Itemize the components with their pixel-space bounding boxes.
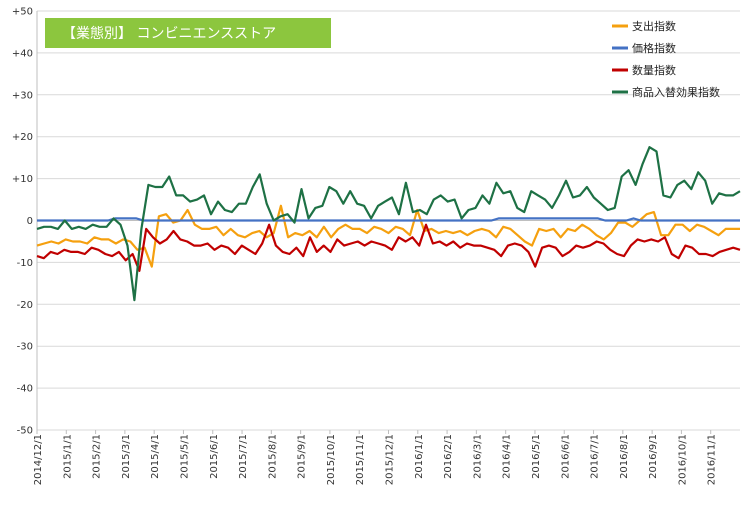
y-tick-label: +30 — [12, 90, 33, 101]
y-tick-label: -10 — [17, 258, 33, 269]
x-tick-label: 2015/11/1 — [355, 434, 366, 485]
x-tick-label: 2016/10/1 — [677, 434, 688, 485]
y-tick-label: 0 — [27, 216, 33, 227]
x-tick-label: 2015/5/1 — [179, 434, 190, 479]
legend-label: 支出指数 — [632, 19, 676, 33]
x-axis: 2014/12/1 2015/1/1 2015/2/1 2015/3/1 2015/4/… — [33, 430, 718, 485]
x-tick-label: 2016/6/1 — [560, 434, 571, 479]
x-tick-label: 2015/4/1 — [150, 434, 161, 479]
x-tick-label: 2015/1/1 — [62, 434, 73, 479]
x-tick-label: 2015/3/1 — [121, 434, 132, 479]
x-tick-label: 2015/6/1 — [209, 434, 220, 479]
chart-title: 【業態別】 コンビニエンスストア — [45, 18, 331, 48]
series-line-2 — [36, 223, 741, 272]
series-line-0 — [36, 204, 740, 268]
legend-label: 価格指数 — [632, 41, 676, 55]
y-tick-label: -30 — [17, 342, 33, 353]
x-tick-label: 2016/2/1 — [443, 434, 454, 479]
chart-title-text: 【業態別】 コンビニエンスストア — [62, 26, 276, 42]
x-tick-label: 2016/11/1 — [707, 434, 718, 485]
x-tick-label: 2015/8/1 — [267, 434, 278, 479]
legend-label: 商品入替効果指数 — [632, 85, 720, 99]
y-tick-label: +20 — [12, 132, 33, 143]
x-tick-label: 2015/7/1 — [238, 434, 249, 479]
x-tick-label: 2016/8/1 — [619, 434, 630, 479]
x-tick-label: 2015/12/1 — [385, 434, 396, 485]
y-axis: +50 +40 +30 +20 +10 0 -10 -20 -30 -40 -50 — [12, 7, 33, 437]
y-tick-label: +10 — [12, 174, 33, 185]
y-tick-label: -40 — [17, 384, 33, 395]
x-tick-label: 2016/3/1 — [472, 434, 483, 479]
x-tick-label: 2016/7/1 — [590, 434, 601, 479]
series-line-1 — [37, 217, 740, 222]
y-tick-label: -20 — [17, 300, 33, 311]
x-tick-label: 2015/10/1 — [326, 434, 337, 485]
legend-label: 数量指数 — [632, 63, 676, 77]
x-tick-label: 2016/5/1 — [531, 434, 542, 479]
x-tick-label: 2015/2/1 — [92, 434, 103, 479]
series-line-3 — [36, 146, 741, 302]
x-tick-label: 2015/9/1 — [297, 434, 308, 479]
y-tick-label: +40 — [12, 48, 33, 59]
x-tick-label: 2016/9/1 — [648, 434, 659, 479]
y-tick-label: +50 — [12, 7, 33, 18]
x-tick-label: 2016/4/1 — [502, 434, 513, 479]
x-tick-label: 2016/1/1 — [414, 434, 425, 479]
series-lines — [36, 146, 741, 302]
y-tick-label: -50 — [17, 426, 33, 437]
x-tick-label: 2014/12/1 — [33, 434, 44, 485]
chart-title-background — [45, 18, 331, 48]
